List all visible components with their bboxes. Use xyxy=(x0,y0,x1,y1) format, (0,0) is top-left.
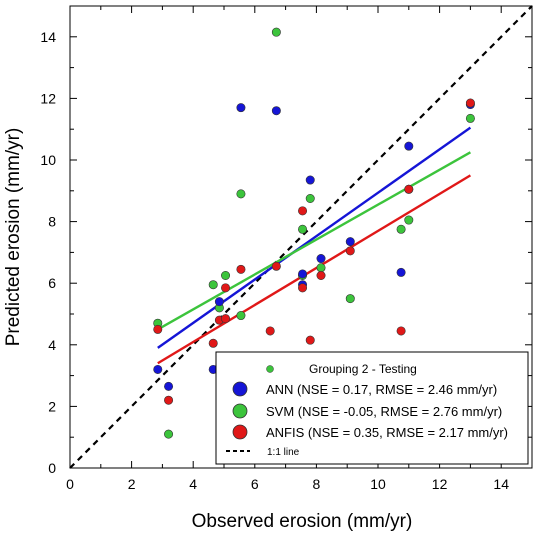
anfis-point xyxy=(396,326,406,336)
anfis-point xyxy=(465,98,475,108)
x-tick-label: 2 xyxy=(128,476,136,492)
svm-point xyxy=(305,194,315,204)
anfis-point xyxy=(221,283,231,293)
y-tick-label: 2 xyxy=(48,398,56,414)
svm-point xyxy=(221,270,231,280)
x-tick-label: 10 xyxy=(370,476,386,492)
anfis-point xyxy=(298,206,308,216)
legend-marker xyxy=(232,424,248,440)
svm-point xyxy=(396,224,406,234)
x-tick-label: 12 xyxy=(432,476,448,492)
ann-point xyxy=(305,175,315,185)
anfis-point xyxy=(345,246,355,256)
x-axis-title: Observed erosion (mm/yr) xyxy=(192,511,413,532)
ann-point xyxy=(214,297,224,307)
svm-fit-line xyxy=(157,151,471,331)
anfis-fit-line xyxy=(157,174,472,365)
svm-point xyxy=(164,429,174,439)
ann-point xyxy=(316,254,326,264)
anfis-point xyxy=(164,395,174,405)
ann-point xyxy=(271,106,281,116)
ann-point xyxy=(396,267,406,277)
x-tick-label: 8 xyxy=(313,476,321,492)
svm-point xyxy=(345,294,355,304)
x-tick-label: 14 xyxy=(493,476,509,492)
svm-point xyxy=(465,113,475,123)
y-tick-label: 10 xyxy=(40,152,56,168)
legend-marker xyxy=(232,381,248,397)
anfis-point xyxy=(153,324,163,334)
y-tick-label: 12 xyxy=(40,90,56,106)
y-axis-title: Predicted erosion (mm/yr) xyxy=(3,128,24,347)
svm-point xyxy=(271,27,281,37)
svm-point xyxy=(316,263,326,273)
y-tick-label: 8 xyxy=(48,214,56,230)
anfis-point xyxy=(265,326,275,336)
legend-title: Grouping 2 - Testing xyxy=(309,362,417,376)
svm-point xyxy=(236,311,246,321)
legend-marker xyxy=(232,403,248,419)
ann-point xyxy=(153,364,163,374)
ann-point xyxy=(404,141,414,151)
legend-label: ANN (NSE = 0.17, RMSE = 2.46 mm/yr) xyxy=(266,382,497,397)
legend-label: SVM (NSE = -0.05, RMSE = 2.76 mm/yr) xyxy=(266,404,502,419)
legend-title-marker xyxy=(266,365,274,373)
plot-frame xyxy=(69,5,533,469)
svm-point xyxy=(298,224,308,234)
y-tick-label: 4 xyxy=(48,337,56,353)
x-tick-label: 0 xyxy=(66,476,74,492)
y-tick-label: 0 xyxy=(48,460,56,476)
ann-point xyxy=(236,103,246,113)
svm-point xyxy=(404,215,414,225)
anfis-point xyxy=(208,338,218,348)
x-tick-label: 6 xyxy=(251,476,259,492)
legend-label: 1:1 line xyxy=(267,447,300,458)
anfis-point xyxy=(236,264,246,274)
one-to-one-line xyxy=(69,5,533,469)
y-tick-label: 14 xyxy=(40,29,56,45)
y-tick-label: 6 xyxy=(48,275,56,291)
ann-fit-line xyxy=(157,126,472,349)
x-tick-label: 4 xyxy=(189,476,197,492)
anfis-point xyxy=(271,261,281,271)
anfis-point xyxy=(298,283,308,293)
svm-point xyxy=(208,280,218,290)
anfis-point xyxy=(404,184,414,194)
anfis-point xyxy=(305,335,315,345)
svm-point xyxy=(236,189,246,199)
anfis-point xyxy=(316,270,326,280)
anfis-point xyxy=(221,314,231,324)
ann-point xyxy=(345,237,355,247)
legend-label: ANFIS (NSE = 0.35, RMSE = 2.17 mm/yr) xyxy=(266,425,508,440)
ann-point xyxy=(298,269,308,279)
ann-point xyxy=(164,381,174,391)
